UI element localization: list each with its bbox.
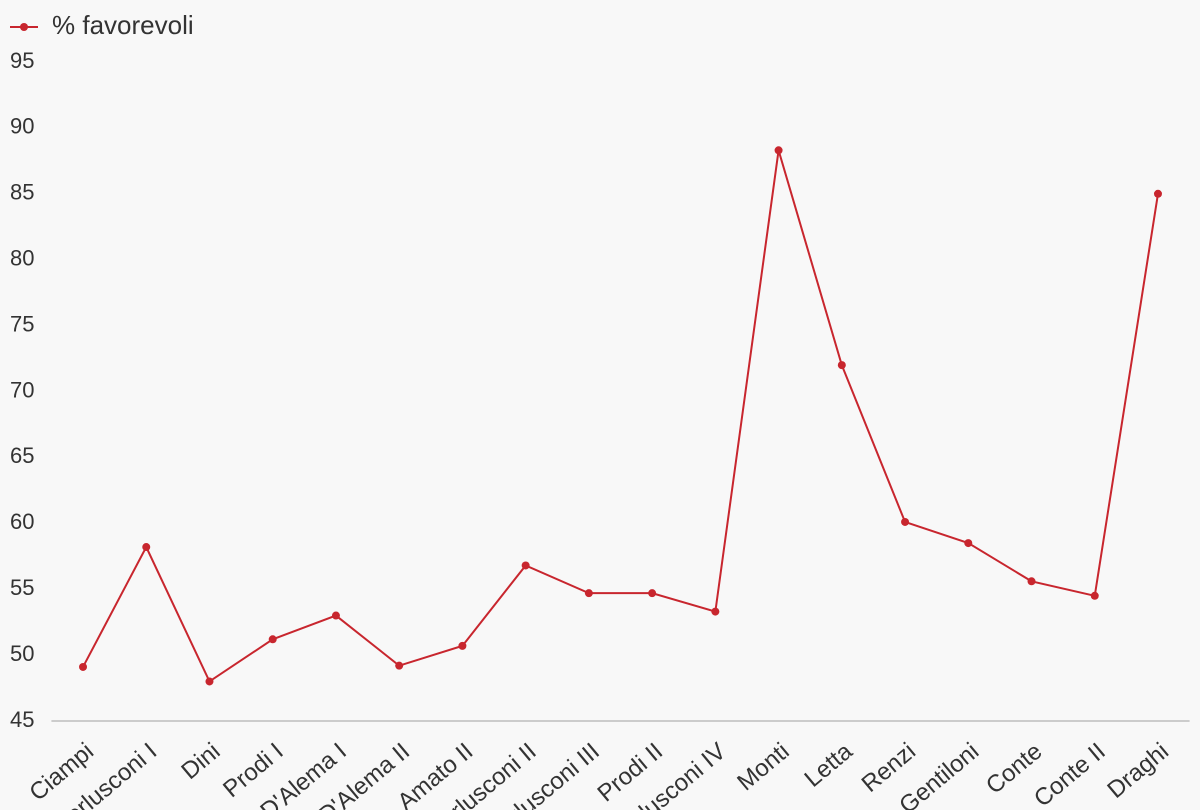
point [521,561,530,570]
point [837,361,846,370]
line [82,150,1159,683]
point [268,635,277,644]
point [1090,591,1099,600]
point [331,611,340,620]
x-tick-label: Letta [799,737,858,792]
y-tick-label: 50 [10,641,34,666]
point [1027,577,1036,586]
point [964,539,973,548]
y-tick-label: 65 [10,443,34,468]
point [142,543,151,552]
point [711,607,720,616]
legend-label: % favorevoli [52,10,194,40]
point [648,589,657,598]
point [395,661,404,670]
point [774,146,783,155]
point [1153,189,1162,198]
y-tick-label: 80 [10,246,34,271]
y-tick-label: 85 [10,180,34,205]
x-tick-label: Dini [176,738,225,785]
legend-marker [20,23,28,31]
y-tick-label: 60 [10,509,34,534]
y-tick-label: 95 [10,48,34,73]
x-tick-label: Conte II [1029,738,1111,810]
point [901,517,910,526]
y-tick-label: 90 [10,114,34,139]
point [458,641,467,650]
x-tick-label: Monti [732,738,794,796]
y-tick-label: 45 [10,707,34,732]
point [205,677,214,686]
point [79,662,88,671]
point [584,589,593,598]
x-tick-label: Draghi [1102,738,1174,804]
y-tick-label: 55 [10,575,34,600]
y-tick-label: 70 [10,377,34,402]
y-tick-label: 75 [10,311,34,336]
